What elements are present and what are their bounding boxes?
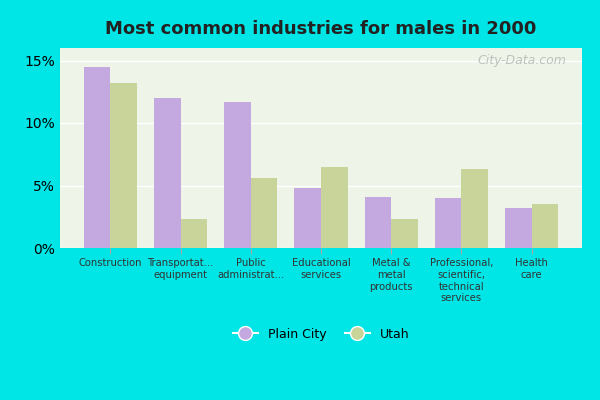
- Title: Most common industries for males in 2000: Most common industries for males in 2000: [106, 20, 536, 38]
- Bar: [224, 102, 251, 248]
- Bar: [461, 169, 488, 248]
- Bar: [251, 178, 277, 248]
- Bar: [110, 83, 137, 248]
- Bar: [295, 188, 321, 248]
- Bar: [435, 198, 461, 248]
- Bar: [181, 219, 207, 248]
- Text: City-Data.com: City-Data.com: [478, 54, 566, 67]
- Bar: [321, 167, 347, 248]
- Bar: [154, 98, 181, 248]
- Bar: [532, 204, 558, 248]
- Bar: [505, 208, 532, 248]
- Legend: Plain City, Utah: Plain City, Utah: [227, 323, 415, 346]
- Bar: [391, 219, 418, 248]
- Bar: [84, 67, 110, 248]
- Bar: [365, 197, 391, 248]
